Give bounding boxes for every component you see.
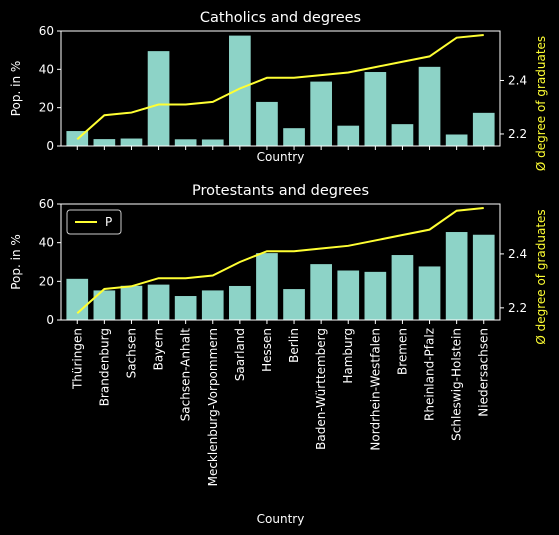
y-axis-label: Pop. in % [9, 234, 23, 290]
y2-tick-label: 2.2 [508, 127, 527, 141]
bar [472, 112, 495, 146]
y-tick-label: 40 [39, 62, 54, 76]
bar [93, 139, 116, 146]
chart-title: Protestants and degrees [192, 183, 369, 199]
x-axis-ticks [76, 146, 485, 150]
x-axis-label: Country [257, 150, 305, 164]
bar [283, 289, 305, 320]
bar [283, 128, 305, 146]
bar-series [66, 232, 495, 320]
x-tick-label: Bayern [152, 328, 166, 370]
bar [229, 35, 251, 146]
chart-panel-1: 0 20 40 60 2.2 2.4 Catholics and degrees Countr… [9, 10, 548, 171]
bar [93, 290, 116, 320]
y-tick-label: 0 [46, 313, 54, 327]
y-tick-label: 60 [39, 197, 54, 211]
plot-frame [60, 30, 501, 147]
y-axis-label: Pop. in % [9, 61, 23, 117]
bar [201, 290, 224, 320]
bar [147, 51, 170, 147]
x-tick-label: Brandenburg [97, 328, 111, 406]
x-tick-label: Saarland [233, 328, 247, 381]
y-tick-label: 20 [39, 274, 54, 288]
bar [337, 125, 360, 146]
y2-tick-label: 2.4 [508, 73, 527, 87]
y-tick-label: 0 [46, 139, 54, 153]
y-tick-label: 20 [39, 101, 54, 115]
x-tick-label: Hessen [260, 328, 274, 372]
y2-axis-label: Ø degree of graduates [534, 209, 548, 344]
bar [310, 81, 332, 146]
y-axis-ticks: 0 20 40 60 [39, 24, 61, 153]
bar [364, 271, 387, 320]
legend: P [66, 209, 122, 235]
bar [445, 134, 468, 146]
x-tick-label: Berlin [287, 328, 301, 363]
bar [310, 264, 332, 320]
y2-tick-label: 2.4 [508, 247, 527, 261]
y2-axis-ticks: 2.2 2.4 [500, 73, 527, 141]
bar [147, 284, 170, 320]
x-tick-label: Bremen [395, 328, 409, 375]
bar [120, 285, 143, 320]
bar [472, 234, 495, 320]
bar [174, 139, 197, 146]
x-tick-label: Rheinland-Pfalz [423, 328, 437, 421]
x-tick-label: Baden-Württemberg [314, 328, 328, 450]
plot-frame [60, 203, 501, 321]
bar [174, 296, 197, 320]
bar-series [66, 35, 495, 147]
chart-title: Catholics and degrees [200, 10, 361, 26]
bar [391, 124, 414, 146]
bar [391, 255, 414, 320]
bar [256, 253, 278, 320]
y-axis-ticks: 0 20 40 60 [39, 197, 61, 327]
x-tick-label: Sachsen [124, 328, 138, 378]
x-tick-label: Hamburg [341, 328, 355, 384]
y-tick-label: 40 [39, 236, 54, 250]
bar [66, 278, 89, 320]
bar [445, 232, 468, 320]
y2-axis-ticks: 2.2 2.4 [500, 247, 527, 315]
x-tick-label: Nordrhein-Westfalen [368, 328, 382, 451]
line-series [76, 34, 484, 141]
y2-axis-label: Ø degree of graduates [534, 36, 548, 171]
x-tick-label: Thüringen [70, 328, 84, 390]
bar [418, 66, 441, 146]
y-tick-label: 60 [39, 24, 54, 38]
bar [201, 139, 224, 146]
x-tick-label: Schleswig-Holstein [450, 328, 464, 441]
bar [120, 138, 143, 146]
x-tick-label: Niedersachsen [477, 328, 491, 417]
x-axis-label: Country [257, 512, 305, 526]
bar [364, 72, 387, 146]
x-axis-ticks: Thüringen Brandenburg Sachsen Bayern Sachsen… [70, 320, 491, 486]
bar [256, 101, 278, 146]
y2-tick-label: 2.2 [508, 301, 527, 315]
bar [337, 270, 360, 320]
bar [229, 285, 251, 320]
x-tick-label: Sachsen-Anhalt [179, 328, 193, 422]
line-series [76, 207, 484, 315]
legend-label: P [105, 215, 112, 229]
chart-panels: 0 20 40 60 2.2 2.4 Catholics and degrees Countr… [9, 10, 548, 526]
x-tick-label: Mecklenburg-Vorpommern [206, 328, 220, 486]
bar [418, 266, 441, 320]
chart-panel-2: 0 20 40 60 2.2 2.4 Thüringen Brandenburg Sachsen… [9, 183, 548, 526]
